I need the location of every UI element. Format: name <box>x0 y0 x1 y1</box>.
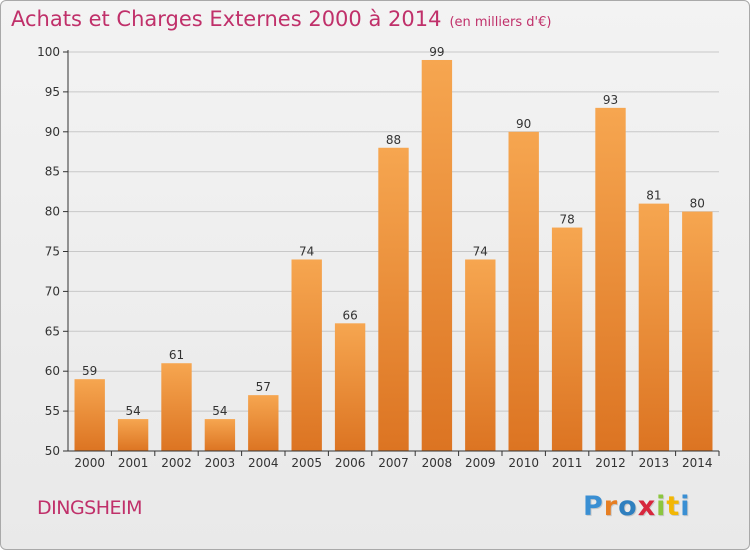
value-label-2002: 61 <box>169 348 184 362</box>
bar-2002 <box>161 363 192 451</box>
x-tick-label-2008: 2008 <box>422 456 453 470</box>
x-tick-label-2000: 2000 <box>74 456 105 470</box>
value-label-2011: 78 <box>559 213 574 227</box>
value-label-2006: 66 <box>342 308 357 322</box>
labels: 50 55 60 65 70 75 80 85 90 95 100 59 2000 54 2001 61 200… <box>37 45 712 470</box>
x-tick-label-2002: 2002 <box>161 456 192 470</box>
value-label-2009: 74 <box>473 244 488 258</box>
x-tick-label-2005: 2005 <box>291 456 322 470</box>
bar-2010 <box>508 131 539 452</box>
y-tick-label: 55 <box>45 404 60 418</box>
bar-2008 <box>421 59 453 451</box>
x-tick-label-2009: 2009 <box>465 456 496 470</box>
x-tick-label-2013: 2013 <box>639 456 670 470</box>
logo-letter: t <box>666 491 681 522</box>
chart-title: Achats et Charges Externes 2000 à 2014 (e… <box>11 7 551 31</box>
x-tick-label-2003: 2003 <box>205 456 236 470</box>
bar-2004 <box>248 395 279 451</box>
y-tick-label: 65 <box>45 324 60 338</box>
y-tick-label: 75 <box>45 245 60 259</box>
proxiti-logo: Proxiti <box>583 491 691 522</box>
bar-2000 <box>74 379 105 451</box>
bars <box>74 59 713 452</box>
chart-title-unit: (en milliers d'€) <box>449 15 552 30</box>
value-label-2007: 88 <box>386 133 401 147</box>
y-tick-label: 50 <box>45 444 60 458</box>
bar-2006 <box>334 323 366 451</box>
y-tick-label: 85 <box>45 165 60 179</box>
value-label-2004: 57 <box>256 380 271 394</box>
bar-2009 <box>465 259 496 451</box>
x-tick-label-2004: 2004 <box>248 456 279 470</box>
logo-letter: i <box>656 491 667 522</box>
logo-letter: o <box>618 491 638 522</box>
bar-2005 <box>291 259 322 451</box>
x-tick-label-2007: 2007 <box>378 456 409 470</box>
logo-letter: r <box>603 491 619 522</box>
bar-2014 <box>682 211 713 451</box>
logo-letter: i <box>680 491 691 522</box>
commune-name: DINGSHEIM <box>37 497 143 519</box>
x-tick-label-2006: 2006 <box>335 456 366 470</box>
bar-2011 <box>551 227 583 451</box>
x-tick-label-2014: 2014 <box>682 456 713 470</box>
chart-title-text: Achats et Charges Externes 2000 à 2014 <box>11 7 442 31</box>
value-label-2001: 54 <box>125 404 140 418</box>
value-label-2012: 93 <box>603 93 618 107</box>
y-tick-label: 95 <box>45 85 60 99</box>
value-label-2008: 99 <box>429 45 444 59</box>
value-label-2005: 74 <box>299 244 314 258</box>
x-tick-label-2011: 2011 <box>552 456 583 470</box>
bar-2003 <box>204 419 236 451</box>
y-tick-label: 60 <box>45 364 60 378</box>
x-tick-label-2012: 2012 <box>595 456 626 470</box>
x-tick-label-2001: 2001 <box>118 456 149 470</box>
axes <box>63 50 720 456</box>
bar-2013 <box>638 203 670 451</box>
bar-2007 <box>378 147 409 451</box>
value-label-2010: 90 <box>516 117 531 131</box>
bar-2001 <box>117 419 149 451</box>
value-label-2000: 59 <box>82 364 97 378</box>
y-tick-label: 80 <box>45 205 60 219</box>
value-label-2003: 54 <box>212 404 227 418</box>
logo-letter: P <box>583 491 604 522</box>
y-tick-label: 100 <box>37 45 60 59</box>
y-tick-label: 90 <box>45 125 60 139</box>
logo-letter: x <box>637 491 657 522</box>
x-tick-label-2010: 2010 <box>508 456 539 470</box>
y-tick-label: 70 <box>45 284 60 298</box>
value-label-2014: 80 <box>690 197 705 211</box>
bar-2012 <box>595 107 626 452</box>
value-label-2013: 81 <box>646 189 661 203</box>
